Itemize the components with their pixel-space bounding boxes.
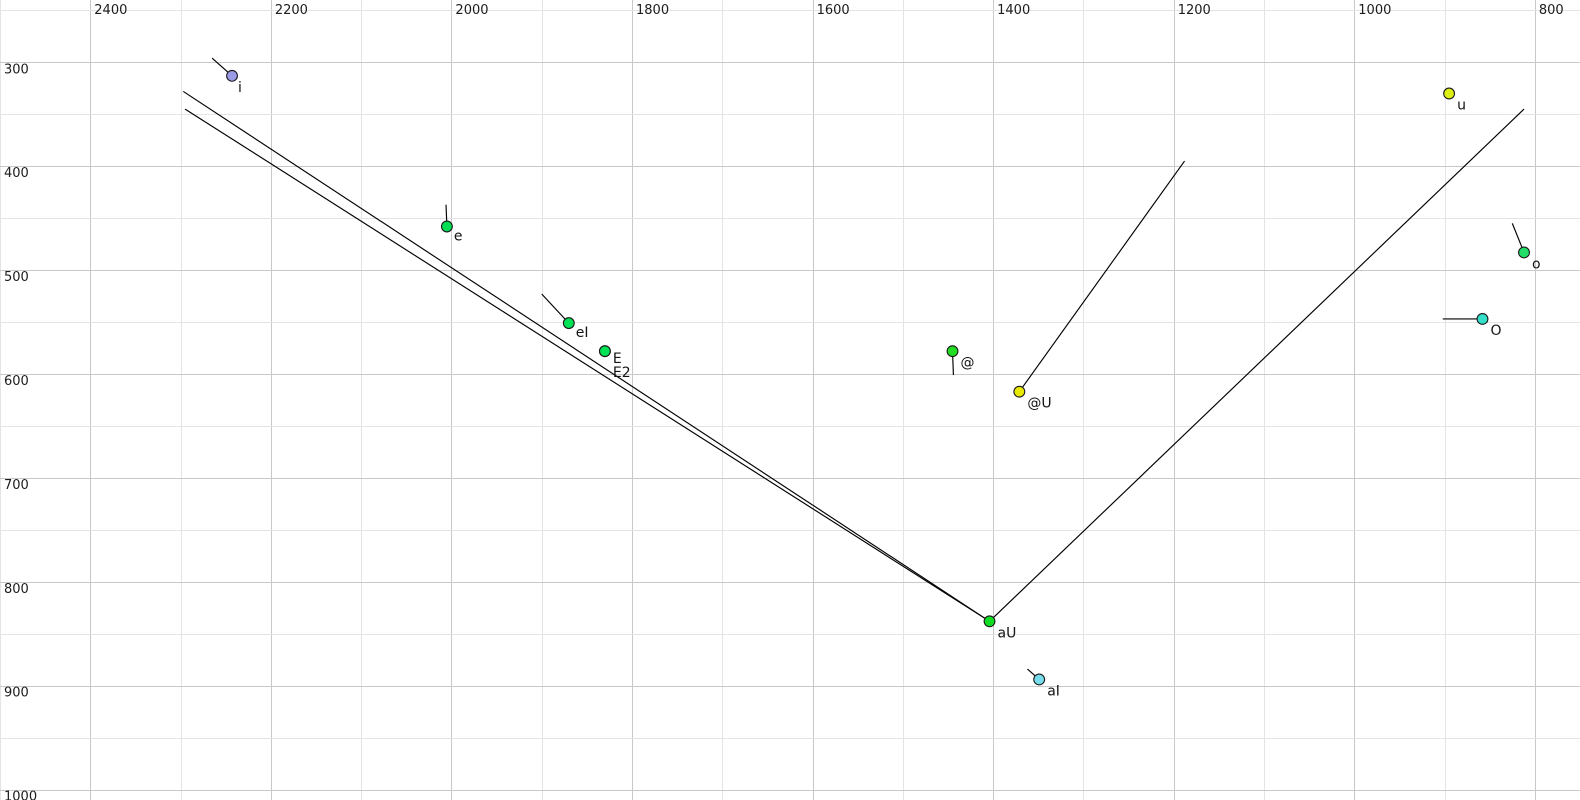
vowel-point-e[interactable]: e — [440, 220, 463, 244]
vowel-label-O: O — [1490, 323, 1501, 339]
x-tick-label-1000: 1000 — [1358, 3, 1391, 18]
vowel-label-i: i — [238, 80, 242, 96]
x-tick-label-1400: 1400 — [997, 3, 1030, 18]
vowel-point-@[interactable]: @ — [946, 345, 975, 371]
vowel-point-i[interactable]: i — [226, 69, 242, 96]
y-tick-label-900: 900 — [4, 686, 29, 701]
vowel-dot-eI[interactable] — [562, 317, 575, 330]
vowel-point-eI[interactable]: eI — [562, 317, 589, 341]
vowel-label-@U: @U — [1027, 396, 1051, 412]
y-axis-tick-labels: 300 400 500 600 700 800 900 1000 — [4, 62, 37, 800]
trajectory-hull-right-inner — [1018, 160, 1186, 393]
x-tick-label-800: 800 — [1539, 3, 1564, 18]
vowel-dot-i[interactable] — [226, 69, 238, 82]
vowel-label-E: E — [613, 351, 622, 367]
trajectory-hull-right-outer — [989, 108, 1525, 622]
vowel-label-aI: aI — [1047, 683, 1060, 699]
vowel-label-@: @ — [961, 355, 975, 371]
trajectory-hull-upper-left — [182, 90, 990, 622]
vowel-dot-O[interactable] — [1476, 313, 1489, 325]
vowel-label-aU: aU — [998, 625, 1017, 641]
vowel-dot-e[interactable] — [440, 220, 453, 233]
x-tick-label-1600: 1600 — [817, 3, 850, 18]
vowel-label-u: u — [1457, 98, 1466, 114]
y-tick-label-1000: 1000 — [4, 790, 37, 800]
vowel-dot-aU[interactable] — [983, 615, 996, 628]
y-tick-label-600: 600 — [4, 374, 29, 389]
vowel-label-E2: E2 — [613, 365, 631, 381]
vowel-dot-o[interactable] — [1518, 246, 1530, 259]
y-tick-label-300: 300 — [4, 62, 29, 77]
vowel-dot-u[interactable] — [1443, 87, 1456, 100]
vowel-dot-@U[interactable] — [1013, 385, 1026, 398]
y-tick-label-500: 500 — [4, 270, 29, 285]
x-tick-label-1800: 1800 — [636, 3, 669, 18]
x-tick-label-2000: 2000 — [455, 3, 488, 18]
vowel-point-O[interactable]: O — [1476, 313, 1502, 339]
x-tick-label-2200: 2200 — [275, 3, 308, 18]
y-tick-label-400: 400 — [4, 166, 29, 181]
vowel-label-o: o — [1532, 256, 1541, 272]
y-tick-label-700: 700 — [4, 478, 29, 493]
vowel-dot-E2[interactable] — [598, 345, 611, 358]
x-axis-tick-labels: 2400 2200 2000 1800 1600 1400 1200 1000 800 — [94, 3, 1563, 18]
vowel-point-@U[interactable]: @U — [1013, 385, 1052, 412]
x-tick-label-1200: 1200 — [1178, 3, 1211, 18]
trajectory-eI-traj — [541, 293, 570, 324]
vowel-point-u[interactable]: u — [1443, 87, 1466, 114]
vowel-label-e: e — [454, 228, 463, 244]
x-tick-label-2400: 2400 — [94, 3, 127, 18]
vowel-point-aI[interactable]: aI — [1033, 673, 1060, 699]
vowel-point-o[interactable]: o — [1518, 246, 1541, 272]
vowel-dot-@[interactable] — [946, 345, 959, 358]
vowel-points: i e eI EE2 @ @U aU aI u o O — [226, 69, 1541, 699]
trajectory-hull-lower-left — [184, 108, 990, 622]
trajectory-lines — [182, 57, 1525, 680]
vowel-label-eI: eI — [576, 325, 589, 341]
y-tick-label-800: 800 — [4, 582, 29, 597]
vowel-point-E2[interactable]: E2 — [598, 345, 631, 381]
vowel-dot-aI[interactable] — [1033, 673, 1046, 686]
vowel-point-aU[interactable]: aU — [983, 615, 1017, 641]
